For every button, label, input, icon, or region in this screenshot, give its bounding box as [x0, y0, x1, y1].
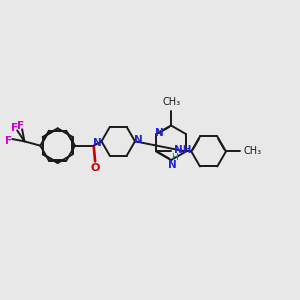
Text: N: N — [155, 128, 164, 138]
Text: CH₃: CH₃ — [162, 97, 180, 107]
Text: NH: NH — [174, 145, 191, 155]
Text: N: N — [168, 160, 177, 170]
Text: O: O — [91, 163, 100, 173]
Text: N: N — [134, 135, 143, 145]
Text: F: F — [16, 121, 24, 131]
Text: F: F — [11, 123, 18, 133]
Text: N: N — [93, 138, 102, 148]
Text: CH₃: CH₃ — [243, 146, 261, 156]
Text: H: H — [172, 153, 178, 162]
Text: F: F — [5, 136, 12, 146]
